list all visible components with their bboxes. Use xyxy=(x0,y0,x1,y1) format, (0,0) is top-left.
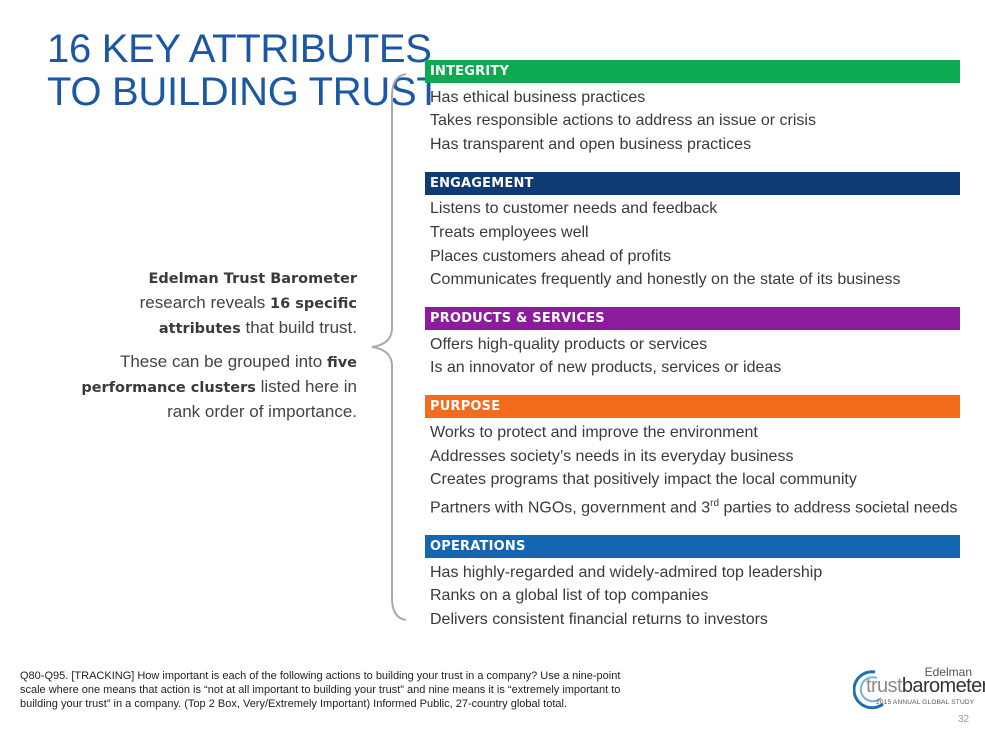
attribute-item: Has ethical business practices xyxy=(430,88,646,106)
edelman-logo: Edelman trustbarometer 2015 ANNUAL GLOBA… xyxy=(850,664,985,714)
cluster-engagement: ENGAGEMENT Listens to customer needs and … xyxy=(425,171,960,289)
cluster-header: ENGAGEMENT xyxy=(425,171,960,195)
attribute-text: parties to address societal needs xyxy=(719,499,958,517)
attribute-item: Is an innovator of new products, service… xyxy=(430,359,782,377)
attribute-item: Has transparent and open business practi… xyxy=(430,135,752,153)
logo-year: 2015 xyxy=(876,699,892,706)
title-line-2: TO BUILDING TRUST xyxy=(47,70,441,114)
attribute-item: Offers high-quality products or services xyxy=(430,335,708,353)
attribute-superscript: rd xyxy=(710,497,720,509)
cluster-header: PURPOSE xyxy=(425,395,960,419)
attribute-item: Creates programs that positively impact … xyxy=(430,471,857,489)
cluster-integrity: INTEGRITY Has ethical business practices T… xyxy=(425,60,960,154)
intro-text: Edelman Trust Barometer research reveals… xyxy=(57,266,357,432)
attribute-item: Ranks on a global list of top companies xyxy=(430,587,709,605)
attribute-item: Communicates frequently and honestly on … xyxy=(430,271,901,289)
cluster-header: INTEGRITY xyxy=(425,60,960,83)
attribute-item: Partners with NGOs, government and 3rd p… xyxy=(425,494,960,517)
logo-tagline: 2015 ANNUAL GLOBAL STUDY xyxy=(876,699,974,706)
intro-text-3: These can be grouped into xyxy=(119,352,327,371)
intro-paragraph-1: Edelman Trust Barometer research reveals… xyxy=(57,266,357,341)
curly-brace-icon xyxy=(371,73,407,621)
cluster-header: OPERATIONS xyxy=(425,535,960,559)
attribute-item: Works to protect and improve the environ… xyxy=(430,423,758,441)
logo-brand: Edelman xyxy=(924,665,972,679)
logo-wordmark: trustbarometer xyxy=(866,675,985,698)
cluster-products-services: PRODUCTS & SERVICES Offers high-quality p… xyxy=(425,307,960,377)
cluster-operations: OPERATIONS Has highly-regarded and widely… xyxy=(425,535,960,629)
intro-paragraph-2: These can be grouped into five performan… xyxy=(57,350,357,423)
attribute-item: Addresses society’s needs in its everyda… xyxy=(430,447,794,465)
intro-bold-1: Edelman Trust Barometer xyxy=(148,271,357,287)
logo-word-barometer: barometer xyxy=(901,675,985,697)
attribute-item: Listens to customer needs and feedback xyxy=(430,200,718,218)
attribute-item: Has highly-regarded and widely-admired t… xyxy=(430,563,823,581)
logo-word-trust: trust xyxy=(866,675,903,697)
title-line-1: 16 KEY ATTRIBUTES xyxy=(47,27,432,71)
intro-text-4: listed here in rank order of importance. xyxy=(167,377,357,421)
page-number: 32 xyxy=(958,714,970,725)
cluster-purpose: PURPOSE Works to protect and improve the … xyxy=(425,395,960,517)
intro-text-2: that build trust. xyxy=(240,318,357,337)
intro-text-1: research reveals xyxy=(139,293,271,312)
attribute-item: Places customers ahead of profits xyxy=(430,247,672,265)
logo-ring-icon xyxy=(853,670,884,710)
attribute-text: Partners with NGOs, government and 3 xyxy=(430,499,711,517)
cluster-list: INTEGRITY Has ethical business practices T… xyxy=(425,60,960,647)
page-title: 16 KEY ATTRIBUTES TO BUILDING TRUST xyxy=(47,27,441,114)
footnote: Q80-Q95. [TRACKING] How important is eac… xyxy=(20,670,621,710)
attribute-item: Delivers consistent financial returns to… xyxy=(430,610,768,628)
cluster-header: PRODUCTS & SERVICES xyxy=(425,307,960,331)
attribute-item: Takes responsible actions to address an … xyxy=(430,112,816,130)
intro-bold-2: 16 specific attributes xyxy=(158,296,357,337)
logo-tagline-text: ANNUAL GLOBAL STUDY xyxy=(892,699,975,706)
attribute-item: Treats employees well xyxy=(430,223,589,241)
intro-bold-3: five performance clusters xyxy=(81,355,357,396)
